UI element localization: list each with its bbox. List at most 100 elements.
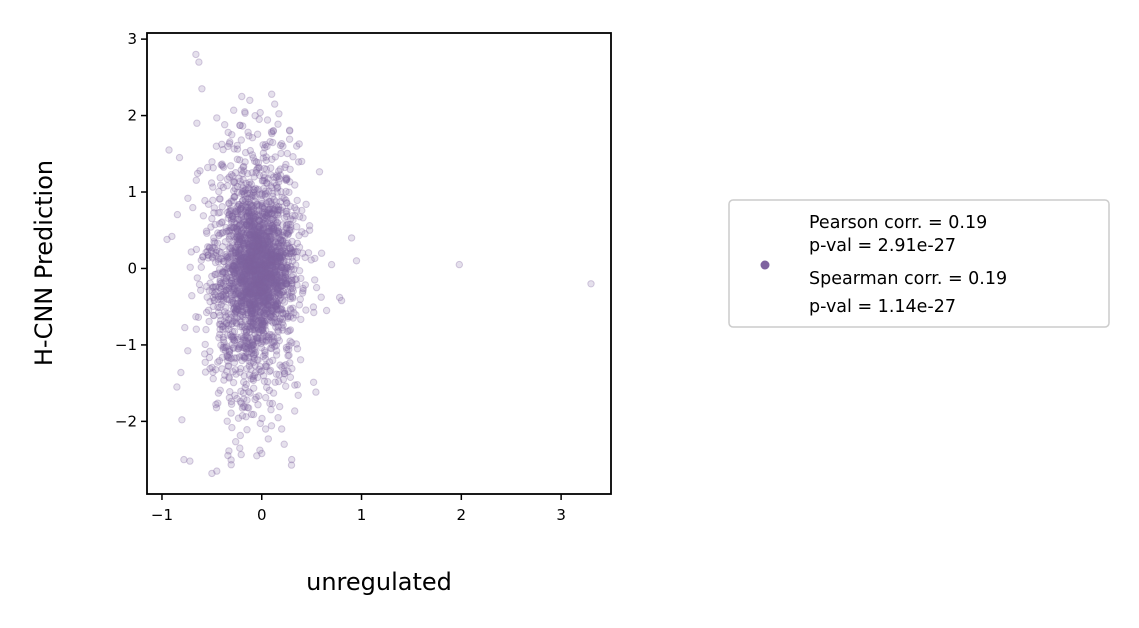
- data-point: [248, 271, 256, 280]
- data-point: [287, 461, 296, 469]
- data-point: [284, 252, 293, 261]
- data-point: [216, 265, 224, 273]
- data-point: [232, 438, 240, 446]
- data-point: [257, 339, 265, 348]
- data-point: [229, 215, 238, 223]
- data-point: [242, 198, 250, 206]
- data-point: [250, 326, 259, 334]
- data-point: [225, 235, 233, 243]
- data-point: [263, 248, 272, 256]
- x-tick-label: 0: [257, 506, 267, 524]
- data-point: [261, 264, 269, 273]
- data-point: [250, 350, 258, 359]
- data-point: [264, 213, 272, 221]
- data-point: [268, 204, 276, 213]
- data-point: [217, 316, 225, 325]
- data-point: [229, 300, 237, 308]
- data-point: [230, 358, 239, 367]
- data-point: [193, 274, 202, 282]
- data-point: [225, 296, 234, 304]
- data-point: [184, 347, 192, 355]
- data-point: [268, 224, 276, 233]
- data-point: [231, 255, 240, 263]
- data-point: [213, 114, 221, 122]
- data-point: [276, 266, 284, 274]
- data-point: [243, 274, 251, 283]
- data-point: [283, 199, 291, 207]
- data-point: [251, 308, 259, 317]
- data-point: [288, 243, 297, 252]
- data-point: [254, 356, 262, 364]
- data-point: [281, 369, 289, 377]
- data-point: [214, 389, 223, 397]
- data-point: [247, 349, 256, 357]
- data-point: [220, 343, 228, 351]
- data-point: [245, 210, 254, 219]
- data-point: [209, 302, 218, 311]
- data-point: [266, 399, 274, 408]
- data-point: [234, 287, 242, 295]
- data-point: [271, 206, 279, 214]
- data-point: [254, 373, 262, 382]
- data-point: [203, 282, 211, 291]
- data-point: [239, 187, 248, 196]
- data-point: [208, 287, 216, 296]
- data-point: [251, 303, 259, 312]
- data-point: [216, 220, 224, 228]
- data-point: [197, 286, 205, 294]
- data-point: [223, 265, 231, 273]
- data-point: [201, 350, 209, 358]
- data-point: [258, 311, 266, 319]
- data-point: [277, 206, 285, 214]
- data-point: [212, 366, 220, 374]
- data-point: [289, 294, 297, 302]
- data-point: [238, 170, 247, 178]
- data-point: [250, 253, 259, 261]
- data-point: [221, 347, 230, 355]
- data-point: [229, 368, 237, 376]
- data-point: [214, 209, 223, 217]
- data-point: [260, 288, 268, 296]
- data-point: [277, 188, 285, 196]
- data-point: [216, 279, 225, 288]
- data-point: [219, 325, 227, 334]
- data-point: [209, 164, 217, 172]
- data-point: [248, 151, 257, 159]
- data-point: [216, 277, 224, 286]
- data-point: [249, 352, 258, 360]
- data-point: [250, 283, 258, 291]
- data-point: [261, 287, 269, 295]
- data-point: [246, 277, 254, 285]
- data-point: [272, 217, 280, 225]
- data-point: [225, 210, 234, 219]
- data-point: [282, 229, 290, 237]
- data-point: [225, 200, 233, 208]
- data-point: [283, 220, 291, 229]
- data-point: [255, 237, 263, 245]
- data-point: [292, 311, 300, 319]
- data-point: [249, 214, 257, 222]
- data-point: [252, 169, 260, 177]
- data-point: [267, 209, 275, 218]
- data-point: [224, 254, 232, 263]
- data-point: [261, 258, 269, 266]
- data-point: [241, 267, 250, 276]
- data-point: [267, 313, 275, 322]
- data-point: [250, 186, 259, 194]
- data-point: [245, 353, 253, 362]
- data-point: [230, 223, 239, 232]
- data-point: [272, 250, 281, 258]
- data-point: [228, 423, 236, 432]
- data-point: [239, 239, 247, 247]
- data-point: [273, 171, 281, 179]
- data-point: [229, 267, 238, 275]
- data-point: [233, 203, 242, 211]
- data-point: [244, 257, 252, 265]
- data-point: [258, 210, 267, 218]
- data-point: [271, 258, 280, 266]
- data-point: [216, 208, 224, 217]
- data-point: [216, 320, 225, 328]
- data-point: [213, 467, 221, 475]
- data-point: [223, 208, 232, 217]
- data-point: [257, 322, 265, 330]
